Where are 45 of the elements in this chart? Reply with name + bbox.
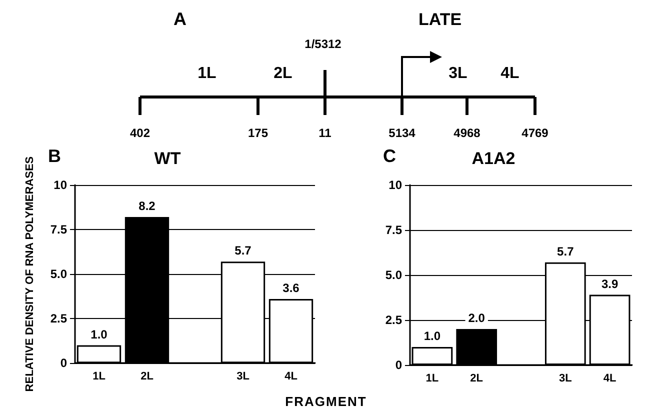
text: 3L [448,65,468,82]
y-tick-label: 7.5 [385,223,402,237]
data-label: 3.9 [601,276,618,291]
x-tick-label: 3L [558,372,572,384]
text: C [383,146,396,166]
data-label: 8.2 [138,199,156,214]
text: 11 [318,126,332,140]
y-tick-label: 5.0 [385,268,402,282]
text: LATE [418,10,462,29]
text: A [174,9,186,29]
text: 2L [274,65,293,82]
text: 4769 [522,126,549,140]
data-label: 1.0 [90,327,108,342]
text: 4968 [454,126,481,140]
x-tick-label: 2L [470,372,484,384]
x-tick-label: 2L [140,370,154,383]
y-tick-label: 10 [388,178,402,192]
x-tick-label: 1L [92,370,106,383]
y-tick-label: 2.5 [385,313,402,327]
data-label: 5.7 [234,244,252,258]
y-tick-label: 7.5 [50,222,68,237]
data-label: 5.7 [557,244,574,258]
y-tick-label: 2.5 [50,312,68,326]
text: 1/5312 [304,37,342,51]
y-tick-label: 5.0 [50,267,68,282]
text: 402 [130,126,150,140]
chart-title: WT [154,149,182,168]
y-tick-label: 0 [395,358,402,372]
data-label: 3.6 [282,280,300,295]
data-label: 1.0 [424,329,441,343]
y-tick-label: 0 [60,356,68,370]
x-tick-label: 1L [426,372,439,384]
x-tick-label: 4L [284,370,298,383]
x-tick-label: 3L [236,370,250,383]
text: 5134 [388,126,416,140]
x-axis-title: FRAGMENT [284,394,368,409]
y-axis-title: RELATIVE DENSITY OF RNA POLYMERASES [24,156,36,392]
text: 175 [248,126,268,140]
chart-title: A1A2 [472,149,516,168]
text: 4L [500,65,520,82]
data-label: 2.0 [468,311,486,325]
y-tick-label: 10 [54,178,68,192]
x-tick-label: 4L [603,372,616,384]
text: B [48,146,61,166]
text: 1L [198,65,217,82]
